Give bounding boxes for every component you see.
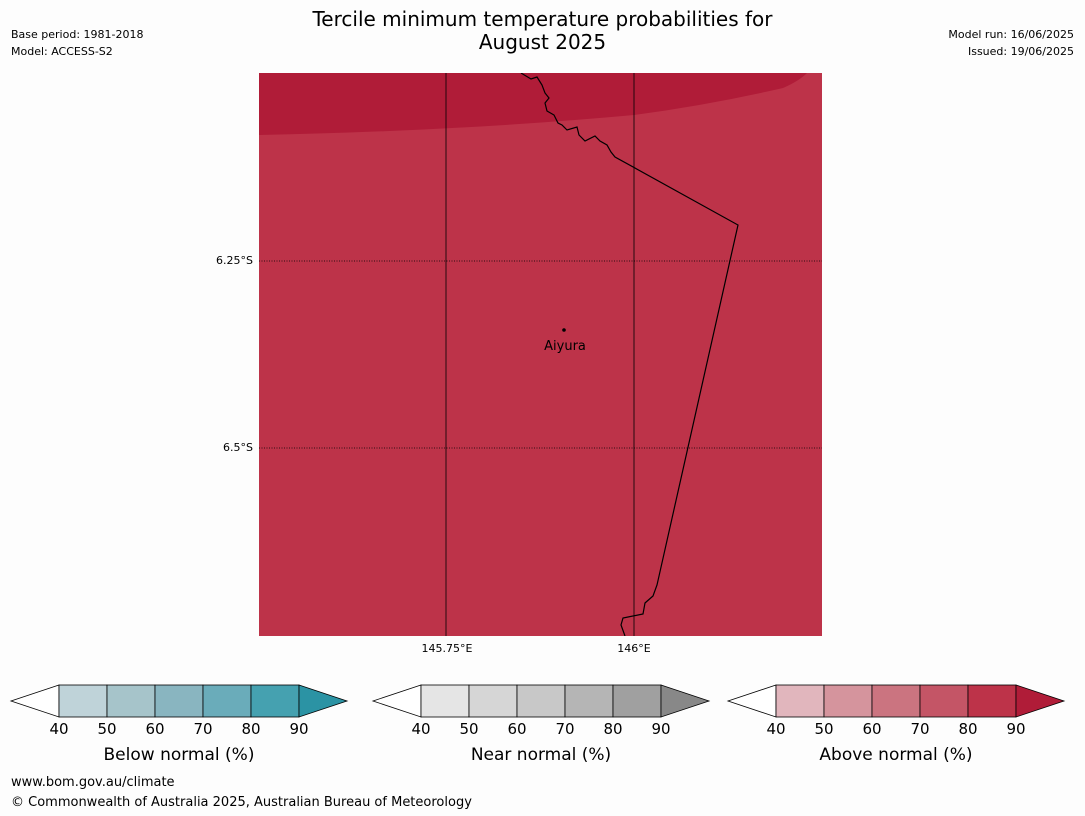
issued-text: Issued: 19/06/2025 (967, 45, 1074, 58)
legend-below-segment (58, 684, 108, 718)
legend-colorbars (9, 684, 1066, 718)
legend-below-segment (250, 684, 300, 718)
legend-below-low-arrow (9, 684, 60, 718)
legend-below-high-arrow (298, 684, 349, 718)
legend-above-tick-90: 90 (1006, 720, 1026, 738)
lon-label-145-75e: 145.75°E (421, 642, 473, 655)
metadata-right: Model run: 16/06/2025 Issued: 19/06/2025 (948, 26, 1074, 60)
legend-near-segment (612, 684, 662, 718)
base-period-text: Base period: 1981-2018 (11, 28, 144, 41)
legend-below-tick-50: 50 (97, 720, 117, 738)
legend-above-low-arrow (726, 684, 777, 718)
legend-near-segment (516, 684, 566, 718)
legend-near-tick-80: 80 (603, 720, 623, 738)
legend-above-label: Above normal (%) (819, 745, 973, 765)
legend-near-tick-70: 70 (555, 720, 575, 738)
legend-above-segment (775, 684, 825, 718)
lat-label-6-5s: 6.5°S (223, 441, 253, 454)
legend-near-tick-40: 40 (411, 720, 431, 738)
legend-above-segment (823, 684, 873, 718)
model-run-text: Model run: 16/06/2025 (948, 28, 1074, 41)
probability-map: Aiyura (259, 73, 822, 636)
lat-label-6-25s: 6.25°S (216, 254, 253, 267)
aiyura-label: Aiyura (544, 339, 586, 354)
legend-above-tick-80: 80 (958, 720, 978, 738)
legend-near-segment (564, 684, 614, 718)
aiyura-marker (562, 328, 566, 332)
lon-label-146e: 146°E (617, 642, 651, 655)
legend-below-tick-90: 90 (289, 720, 309, 738)
legend-near-segment (420, 684, 470, 718)
legend-near-segment (468, 684, 518, 718)
legend-below-tick-60: 60 (145, 720, 165, 738)
legend-near-tick-90: 90 (651, 720, 671, 738)
legend-below-segment (106, 684, 156, 718)
legend-near-tick-60: 60 (507, 720, 527, 738)
legend-near-label: Near normal (%) (470, 745, 612, 765)
footer-url: www.bom.gov.au/climate (11, 775, 175, 790)
legend-below-tick-70: 70 (193, 720, 213, 738)
legend-above-tick-40: 40 (766, 720, 786, 738)
title-line-2: August 2025 (478, 30, 607, 54)
model-text: Model: ACCESS-S2 (11, 45, 113, 58)
legend-near-low-arrow (371, 684, 422, 718)
legend-above-tick-60: 60 (862, 720, 882, 738)
legend-above-segment (919, 684, 969, 718)
legend-row: 40 50 60 70 80 90 Below normal (%) 40 50… (0, 680, 1085, 770)
legend-near-high-arrow (660, 684, 711, 718)
legend-below-label: Below normal (%) (103, 745, 255, 765)
legend-above-segment (967, 684, 1017, 718)
legend-above-segment (871, 684, 921, 718)
legend-below-tick-40: 40 (49, 720, 69, 738)
title-line-1: Tercile minimum temperature probabilitie… (312, 7, 773, 31)
legend-near-tick-50: 50 (459, 720, 479, 738)
metadata-left: Base period: 1981-2018 Model: ACCESS-S2 (11, 26, 143, 60)
above-normal-fill (259, 73, 822, 636)
higher-probability-band (259, 73, 807, 135)
map-canvas: Aiyura (259, 73, 822, 636)
map-title: Tercile minimum temperature probabilitie… (200, 8, 885, 54)
legend-below-segment (154, 684, 204, 718)
legend-above-high-arrow (1015, 684, 1066, 718)
legend-below-segment (202, 684, 252, 718)
footer-copyright: © Commonwealth of Australia 2025, Austra… (11, 795, 472, 810)
legend-below-tick-80: 80 (241, 720, 261, 738)
legend-above-tick-70: 70 (910, 720, 930, 738)
legend-above-tick-50: 50 (814, 720, 834, 738)
province-boundary (520, 73, 739, 636)
